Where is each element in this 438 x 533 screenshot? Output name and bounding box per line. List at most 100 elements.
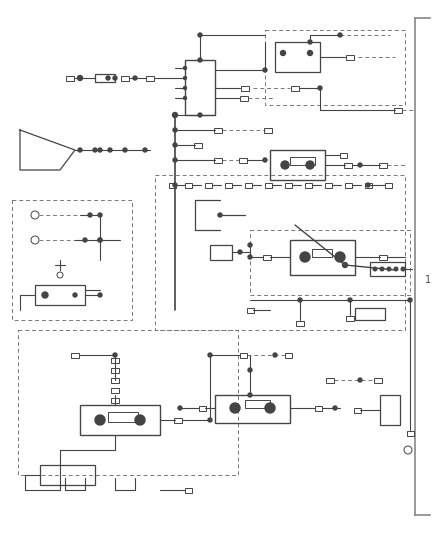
Circle shape [248,393,252,397]
Bar [379,163,387,167]
Bar [370,262,405,276]
Circle shape [208,353,212,357]
Circle shape [265,403,275,413]
Circle shape [300,252,310,262]
Circle shape [184,67,187,69]
Circle shape [83,238,87,242]
Bar [71,352,79,358]
Bar [111,358,119,362]
Circle shape [358,378,362,382]
Circle shape [98,238,102,242]
Bar [111,398,119,402]
Bar [111,367,119,373]
Circle shape [98,293,102,297]
Circle shape [401,267,405,271]
Bar [80,405,160,435]
Bar [374,377,382,383]
Circle shape [123,148,127,152]
Bar [111,377,119,383]
Bar [346,54,354,60]
Circle shape [248,255,252,259]
Circle shape [173,183,177,187]
Bar [346,316,354,320]
Bar [304,182,311,188]
Circle shape [394,267,398,271]
Bar [285,182,292,188]
Bar [185,60,215,115]
Bar [240,352,247,358]
Circle shape [380,267,384,271]
Circle shape [178,406,182,410]
Circle shape [366,183,370,187]
Bar [174,417,182,423]
Bar [265,30,405,105]
Circle shape [57,272,63,278]
Circle shape [373,267,377,271]
Circle shape [78,148,82,152]
Circle shape [348,298,352,302]
Bar [364,182,371,188]
Bar [290,157,315,165]
Bar [155,175,405,330]
Circle shape [298,298,302,302]
Circle shape [230,403,240,413]
Circle shape [113,76,117,80]
Bar [169,182,176,188]
Circle shape [404,446,412,454]
Bar [95,74,115,82]
Bar [184,488,191,492]
Bar [12,200,132,320]
Bar [314,406,321,410]
Bar [247,308,254,312]
Bar [239,157,247,163]
Circle shape [113,353,117,357]
Bar [184,182,191,188]
Bar [244,182,251,188]
Bar [275,42,320,72]
Circle shape [333,406,337,410]
Circle shape [73,293,77,297]
Bar [291,85,299,91]
Circle shape [106,76,110,80]
Bar [339,152,346,157]
Circle shape [173,143,177,147]
Circle shape [408,298,412,302]
Circle shape [95,415,105,425]
Bar [325,182,332,188]
Circle shape [184,77,187,79]
Text: 1: 1 [425,275,431,285]
Bar [263,254,271,260]
Bar [250,230,410,295]
Circle shape [98,213,102,217]
Bar [40,465,95,485]
Bar [326,377,334,383]
Circle shape [31,211,39,219]
Circle shape [218,213,222,217]
Bar [270,150,325,180]
Circle shape [208,418,212,422]
Bar [111,387,119,392]
Bar [312,249,332,257]
Circle shape [248,368,252,372]
Circle shape [358,163,362,167]
Bar [66,76,74,80]
Bar [285,352,292,358]
Bar [385,182,392,188]
Bar [353,408,360,413]
Bar [225,182,232,188]
Bar [355,308,385,320]
Circle shape [387,267,391,271]
Circle shape [238,250,242,254]
Bar [198,406,205,410]
Circle shape [143,148,147,152]
Circle shape [108,148,112,152]
Bar [215,395,290,423]
Circle shape [184,86,187,90]
Circle shape [263,158,267,162]
Circle shape [335,252,345,262]
Bar [406,431,413,435]
Bar [245,400,270,408]
Circle shape [307,51,312,55]
Circle shape [98,238,102,242]
Circle shape [248,243,252,247]
